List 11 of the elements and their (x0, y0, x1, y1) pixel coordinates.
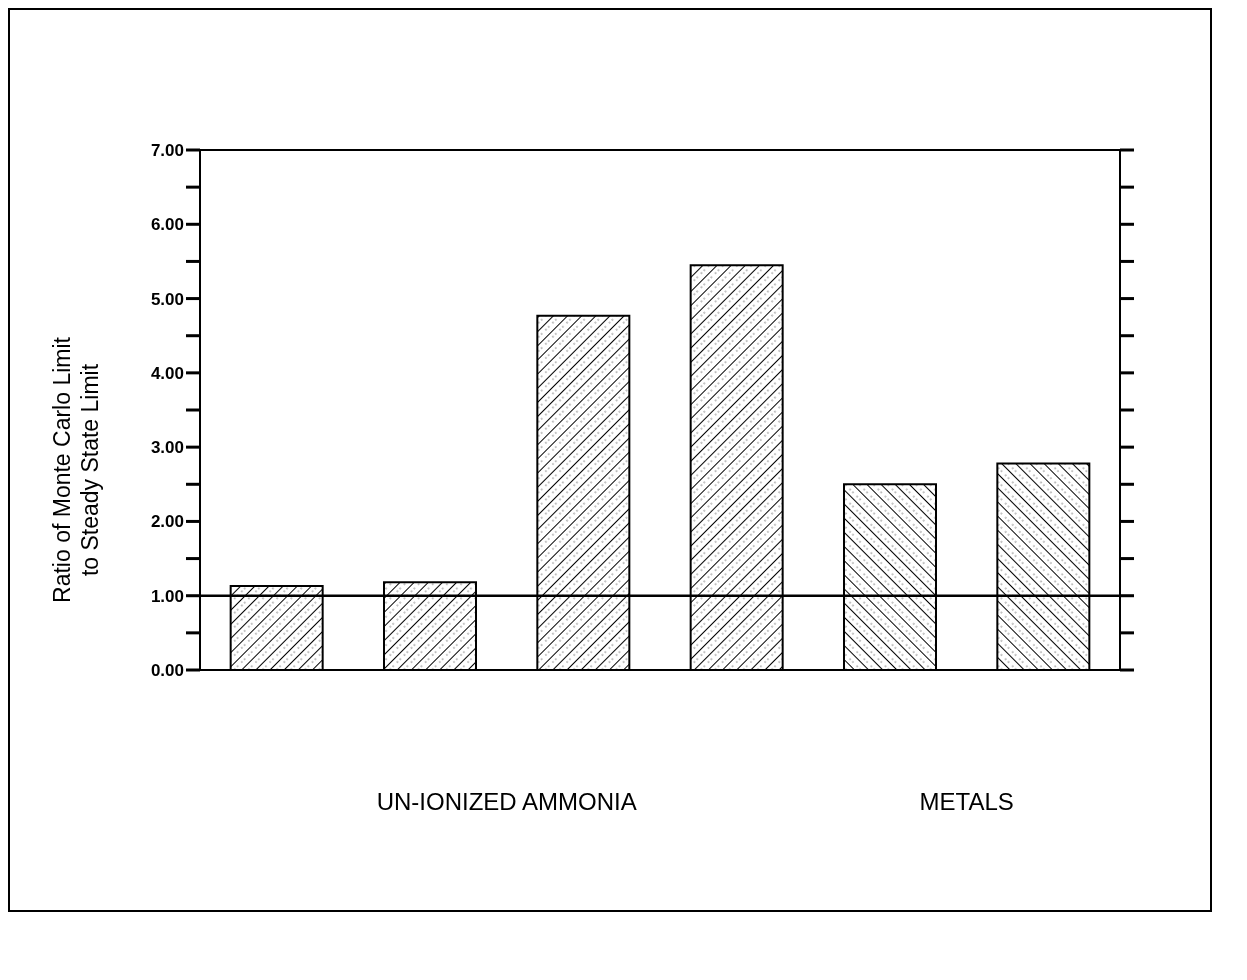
text: METALS (919, 788, 1014, 815)
y-tick-label: 1.00 (150, 586, 184, 606)
y-axis-title: Ratio of Monte Carlo Limit to Steady State Limit (49, 336, 103, 603)
y-tick-label: 5.00 (150, 289, 184, 309)
y-tick-label: 0.00 (150, 661, 184, 681)
y-tick-label: 6.00 (150, 215, 184, 235)
y-tick-label: 2.00 (150, 512, 184, 532)
y-tick-label: 7.00 (150, 141, 184, 161)
y-tick-label: 4.00 (150, 363, 184, 383)
y-tick-label: 3.00 (150, 438, 184, 458)
text: UN-IONIZED AMMONIA (376, 788, 637, 815)
